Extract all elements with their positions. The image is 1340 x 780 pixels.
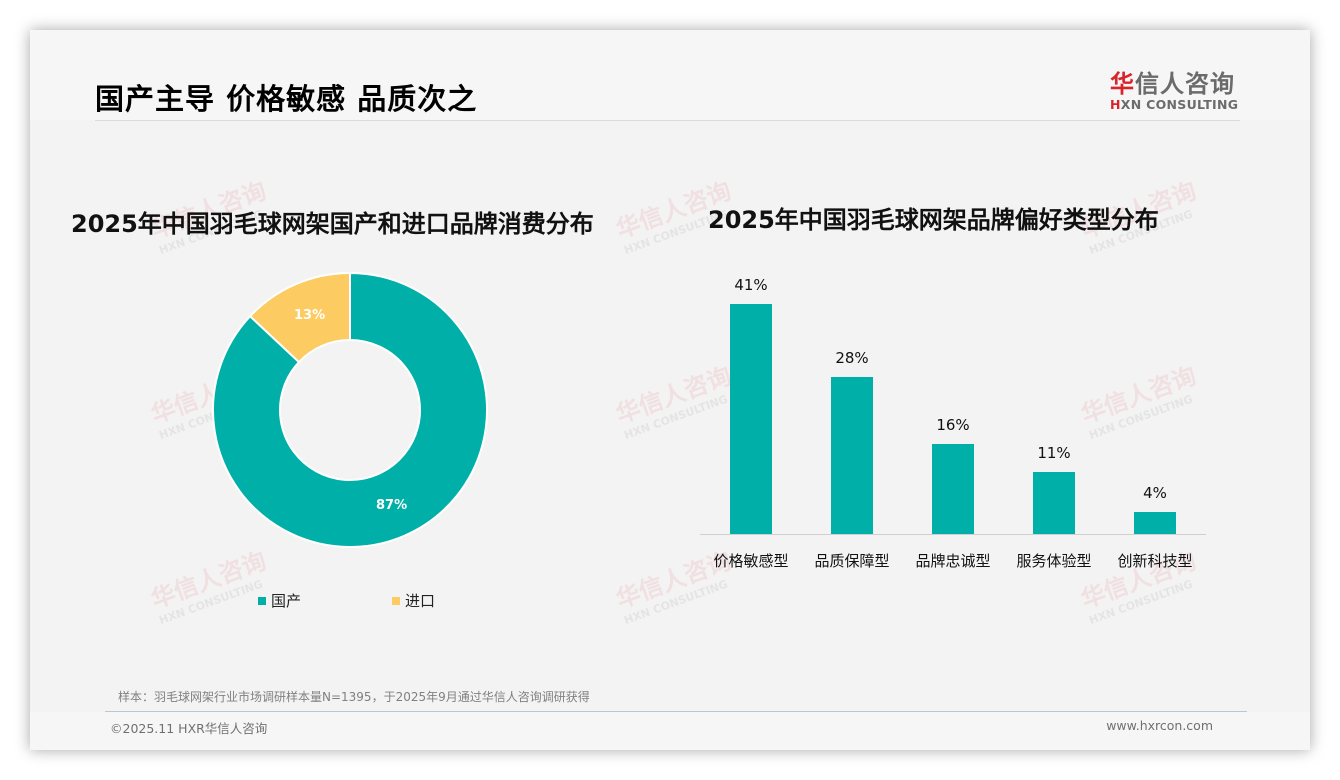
slide: 国产主导 价格敏感 品质次之 华信人咨询 HXN CONSULTING 华信人咨… [30, 30, 1310, 750]
bar-value-label: 4% [1143, 484, 1167, 502]
bar-chart: 41% 价格敏感型 28% 品质保障型 16% 品牌忠诚型 11% 服务体验型 4% 创新科技型 [700, 270, 1206, 570]
bar-category-label: 品质保障型 [814, 552, 890, 570]
copyright: ©2025.11 HXR华信人咨询 [110, 721, 268, 736]
bar-value-label: 28% [835, 349, 869, 367]
donut-chart: 87% 13% [212, 271, 488, 548]
watermark: 华信人咨询 HXN CONSULTING [147, 546, 270, 628]
bar-category-label: 创新科技型 [1117, 552, 1193, 570]
legend-label: 进口 [405, 592, 436, 610]
logo-red-char: 华 [1110, 70, 1135, 98]
bar-value-label: 16% [936, 416, 970, 434]
page-title: 国产主导 价格敏感 品质次之 [95, 82, 478, 116]
logo-english: HXN CONSULTING [1110, 97, 1260, 112]
donut-svg [212, 271, 488, 548]
logo-chinese: 华信人咨询 [1110, 64, 1260, 99]
logo-en-first: H [1110, 97, 1121, 112]
bar [1134, 512, 1176, 534]
donut-label-import: 13% [294, 308, 326, 323]
bar-value-label: 11% [1037, 444, 1071, 462]
bar-category-label: 品牌忠诚型 [915, 552, 991, 570]
donut-slice-domestic [212, 271, 488, 548]
legend-swatch-teal [258, 596, 266, 605]
bar-category-label: 价格敏感型 [713, 552, 789, 570]
bar [932, 444, 974, 534]
company-logo: 华信人咨询 HXN CONSULTING [1110, 64, 1260, 112]
bar-value-label: 41% [734, 276, 768, 294]
bar [1033, 472, 1075, 534]
website-link[interactable]: www.hxrcon.com [1106, 718, 1213, 733]
bar-category-label: 服务体验型 [1016, 552, 1092, 570]
legend-item-import: 进口 [392, 590, 435, 611]
title-divider [95, 120, 1240, 121]
donut-chart-title: 2025年中国羽毛球网架国产和进口品牌消费分布 [71, 210, 594, 238]
donut-slice-import [248, 271, 351, 364]
bar [831, 377, 873, 534]
legend-item-domestic: 国产 [258, 590, 301, 611]
legend-label: 国产 [271, 592, 302, 610]
footer-divider [105, 711, 1247, 712]
header-band [30, 30, 1310, 120]
logo-en-rest: XN CONSULTING [1120, 97, 1239, 112]
sample-footnote: 样本：羽毛球网架行业市场调研样本量N=1395，于2025年9月通过华信人咨询调… [118, 690, 590, 704]
legend-swatch-yellow [392, 596, 400, 605]
footer-band [30, 712, 1310, 750]
bar-chart-title: 2025年中国羽毛球网架品牌偏好类型分布 [708, 206, 1159, 234]
bar [730, 304, 772, 534]
x-axis-line [700, 534, 1206, 535]
logo-gray-chars: 信人咨询 [1135, 70, 1235, 98]
donut-label-domestic: 87% [376, 498, 408, 513]
